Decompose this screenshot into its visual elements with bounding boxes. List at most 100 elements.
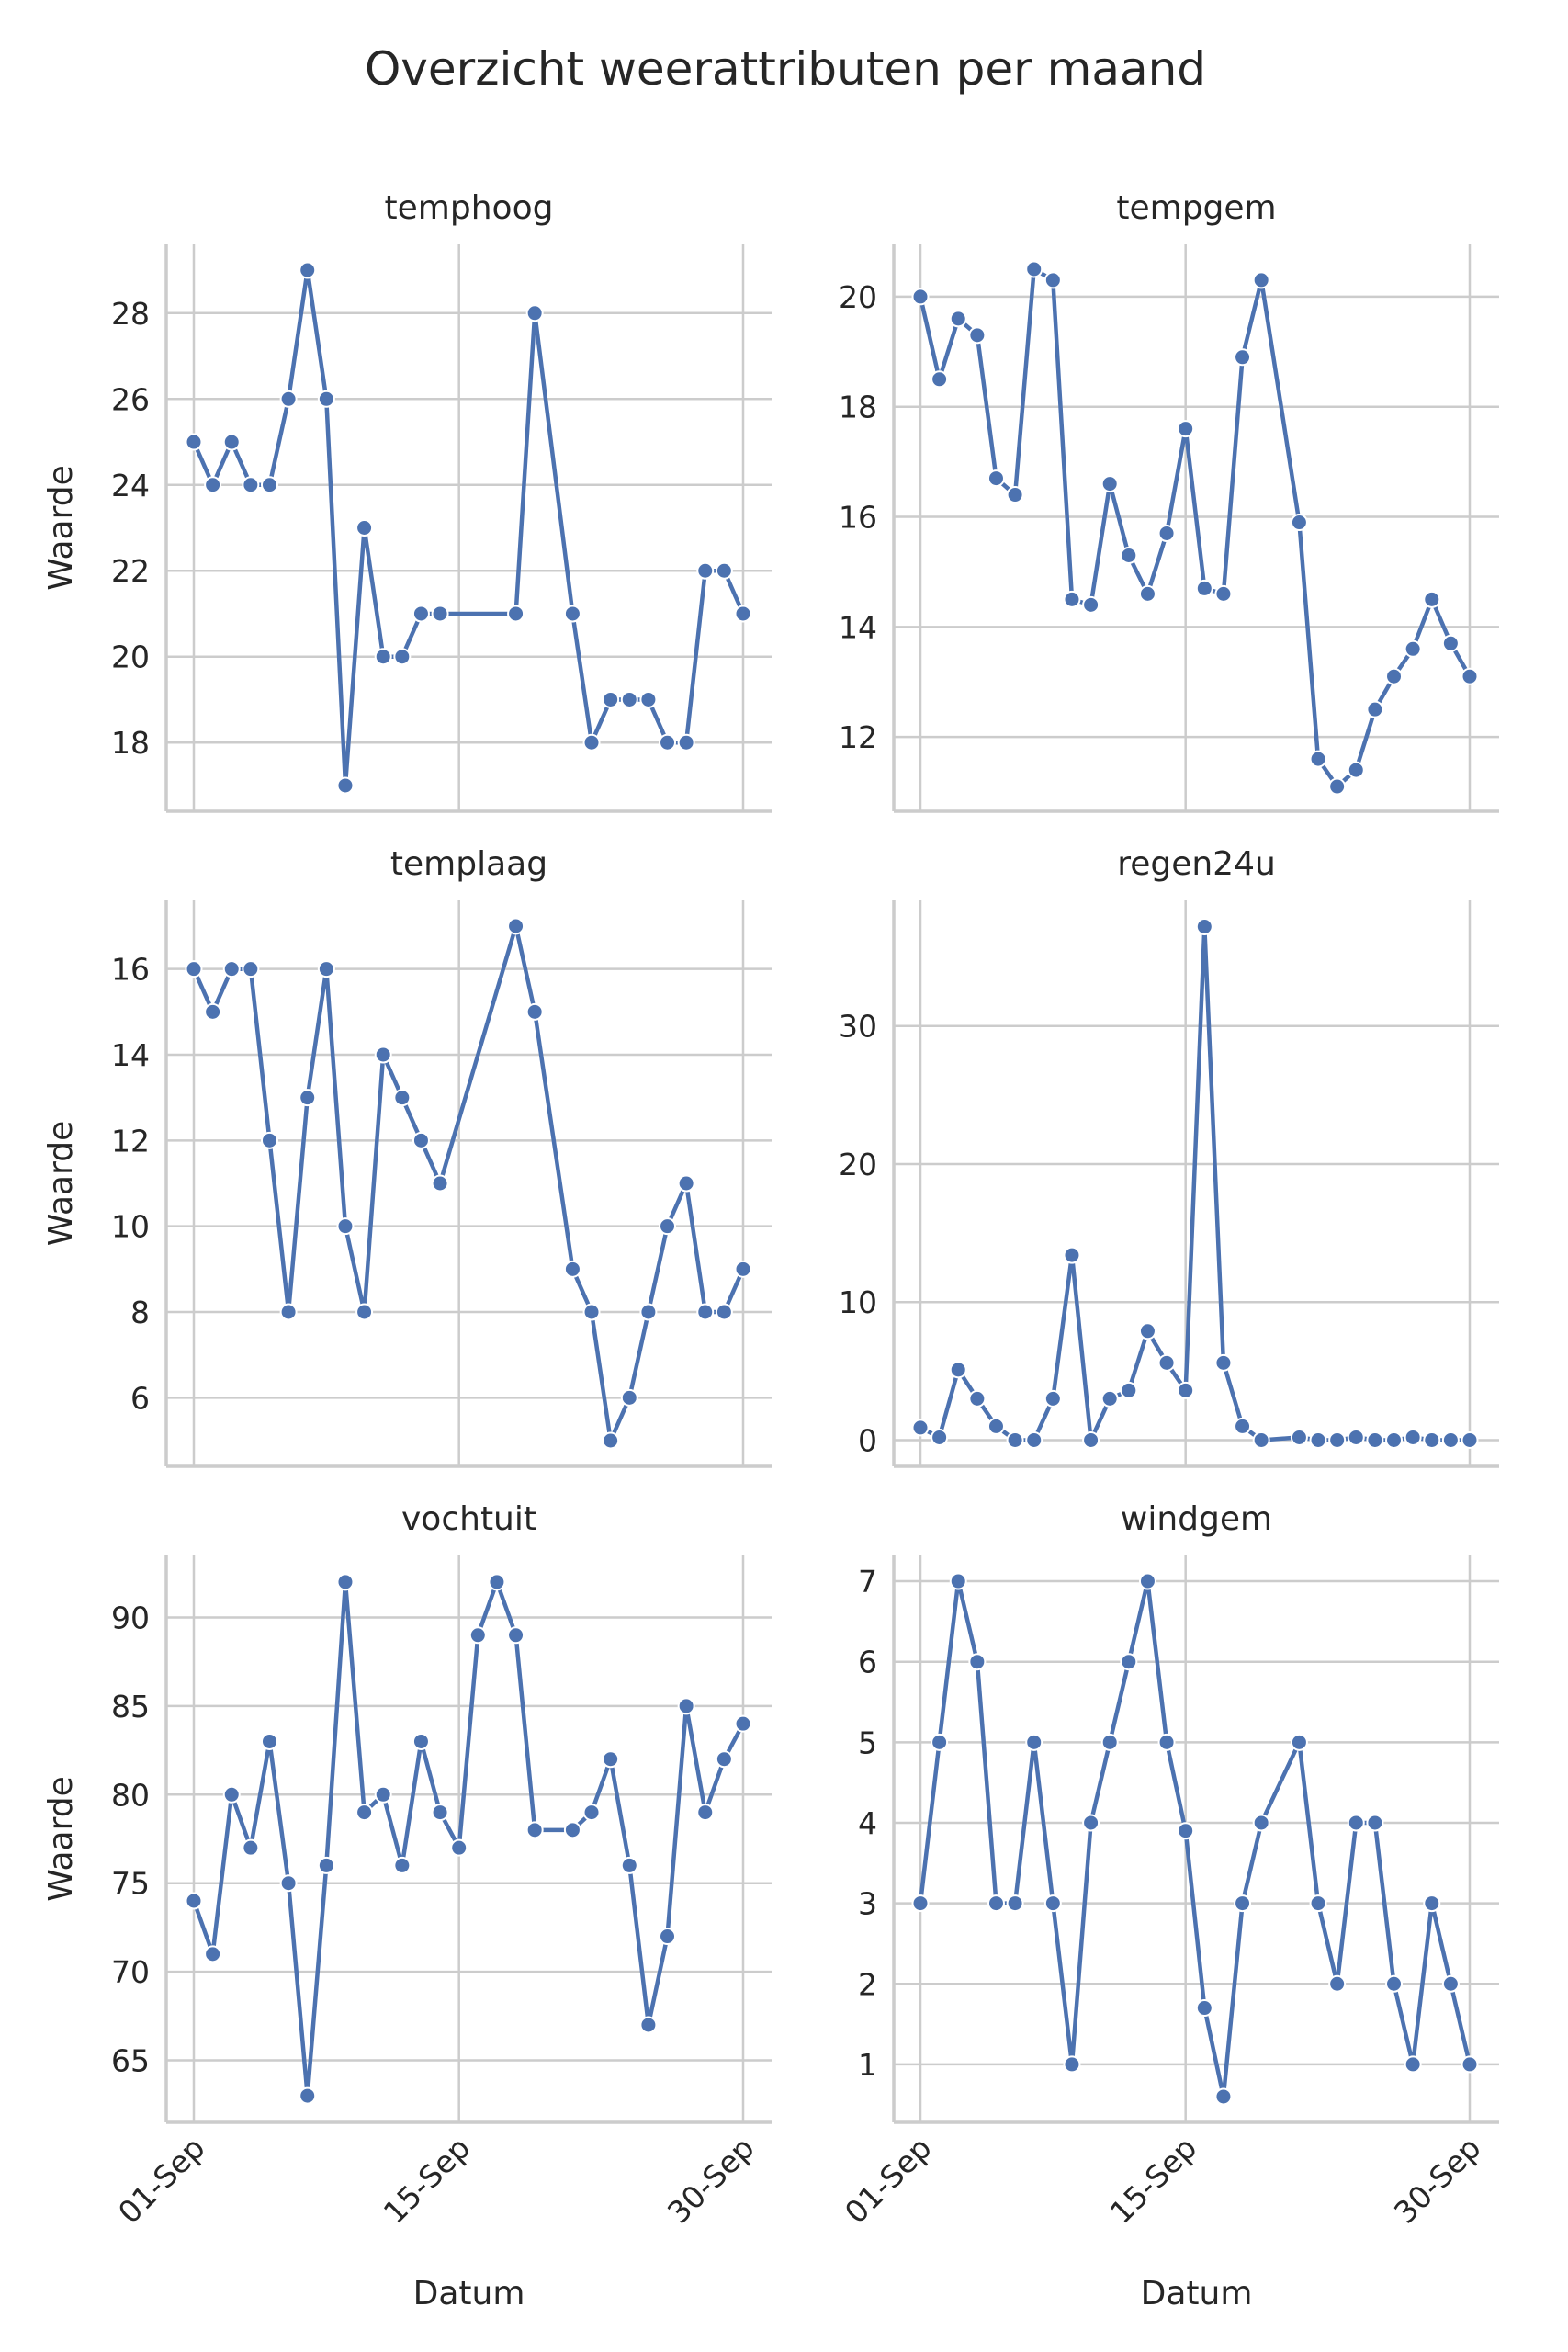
x-tick-label: 30-Sep <box>660 2130 761 2231</box>
data-point <box>525 1821 544 1839</box>
y-tick-label: 90 <box>111 1600 150 1635</box>
data-point <box>949 1572 967 1590</box>
data-point <box>1328 777 1347 796</box>
y-tick-label: 26 <box>111 381 150 417</box>
data-point <box>222 433 241 451</box>
data-point <box>1043 271 1062 289</box>
y-tick-label: 80 <box>111 1777 150 1813</box>
data-point <box>1006 1430 1024 1449</box>
data-point <box>525 1002 544 1021</box>
data-point <box>987 1417 1005 1435</box>
data-point <box>911 1419 930 1437</box>
data-point <box>1234 1417 1252 1435</box>
panel-temphoog: temphoog 18 20 22 24 26 28 Waarde <box>42 189 772 813</box>
data-point <box>222 960 241 978</box>
data-point <box>1328 1974 1347 1993</box>
data-point <box>677 733 695 752</box>
data-point <box>1063 1246 1081 1264</box>
data-point <box>260 1131 278 1149</box>
data-point <box>279 1303 298 1321</box>
data-point <box>582 1804 601 1822</box>
y-tick-label: 8 <box>130 1295 150 1330</box>
data-point <box>1234 348 1252 367</box>
data-point <box>1366 700 1384 718</box>
data-point <box>620 1388 638 1407</box>
data-point <box>1214 2087 1233 2106</box>
x-tick-label: 01-Sep <box>111 2130 212 2231</box>
panel-title: tempgem <box>1116 189 1276 227</box>
data-point <box>563 1821 581 1839</box>
data-point <box>222 1785 241 1804</box>
data-point <box>374 648 392 666</box>
data-point <box>1252 1430 1270 1449</box>
data-point <box>1423 590 1441 608</box>
series-line-windgem <box>918 1578 1472 2099</box>
data-point <box>1385 667 1404 685</box>
data-point <box>1063 2055 1081 2074</box>
data-point <box>949 1361 967 1379</box>
data-point <box>355 519 374 537</box>
data-point <box>1290 514 1308 532</box>
data-point <box>1366 1430 1384 1449</box>
data-point <box>299 1089 317 1107</box>
data-point <box>242 476 260 494</box>
data-point <box>1385 1974 1404 1993</box>
data-point <box>1234 1894 1252 1913</box>
data-point <box>1025 260 1043 278</box>
data-point <box>1214 1353 1233 1372</box>
data-point <box>1404 1428 1422 1446</box>
data-point <box>1063 590 1081 608</box>
y-tick-label: 12 <box>111 1123 150 1159</box>
data-point <box>987 1894 1005 1913</box>
data-point <box>1025 1430 1043 1449</box>
series-line-temphoog <box>191 267 746 788</box>
x-tick-label: 15-Sep <box>1103 2130 1204 2231</box>
data-point <box>582 1303 601 1321</box>
data-point <box>1043 1894 1062 1913</box>
data-point <box>317 390 335 408</box>
data-point <box>355 1804 374 1822</box>
data-point <box>299 2086 317 2105</box>
data-point <box>931 1733 949 1751</box>
y-tick-label: 7 <box>858 1564 877 1600</box>
data-point <box>204 476 222 494</box>
data-point <box>696 1303 715 1321</box>
data-point <box>931 1428 949 1446</box>
y-axis-label: Waarde <box>42 1776 80 1902</box>
data-point <box>1195 579 1213 597</box>
data-point <box>659 1217 677 1236</box>
x-tick-label: 30-Sep <box>1387 2130 1488 2231</box>
x-axis-label: Datum <box>413 2275 525 2312</box>
data-point <box>1120 546 1138 564</box>
data-point <box>1423 1430 1441 1449</box>
data-point <box>911 1894 930 1913</box>
data-point <box>431 605 449 623</box>
data-point <box>374 1046 392 1064</box>
data-point <box>1252 1814 1270 1832</box>
y-tick-label: 10 <box>839 1284 877 1320</box>
data-point <box>242 960 260 978</box>
data-point <box>1441 1430 1460 1449</box>
y-tick-label: 14 <box>839 609 877 645</box>
data-point <box>715 1750 733 1769</box>
data-point <box>279 390 298 408</box>
data-point <box>1309 1430 1327 1449</box>
data-point <box>734 1714 752 1733</box>
y-tick-label: 85 <box>111 1689 150 1724</box>
data-point <box>1138 584 1156 603</box>
data-point <box>1120 1381 1138 1399</box>
y-axis-label: Waarde <box>42 465 80 591</box>
data-point <box>1290 1733 1308 1751</box>
y-tick-label: 5 <box>858 1724 877 1760</box>
data-point <box>1157 524 1176 542</box>
data-point <box>1138 1322 1156 1340</box>
data-point <box>968 1389 987 1408</box>
data-point <box>1025 1733 1043 1751</box>
data-point <box>1404 2055 1422 2074</box>
data-point <box>1006 1894 1024 1913</box>
data-point <box>450 1838 468 1857</box>
y-tick-label: 2 <box>858 1966 877 2002</box>
data-point <box>317 1856 335 1874</box>
data-point <box>1423 1894 1441 1913</box>
